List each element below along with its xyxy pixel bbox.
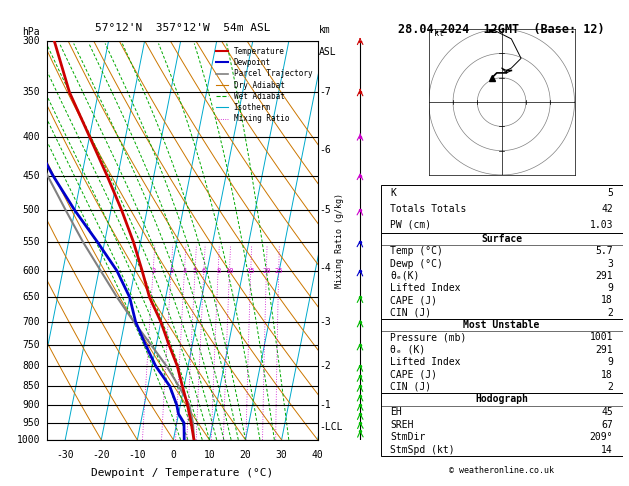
Text: 800: 800 [23,361,40,371]
Text: 900: 900 [23,400,40,410]
Text: CAPE (J): CAPE (J) [390,295,437,305]
Text: EH: EH [390,407,402,417]
Text: Lifted Index: Lifted Index [390,283,460,293]
Text: 45: 45 [601,407,613,417]
Text: Hodograph: Hodograph [475,395,528,404]
Text: 20: 20 [262,268,270,274]
Text: StmSpd (kt): StmSpd (kt) [390,445,455,454]
Text: 850: 850 [23,381,40,391]
Text: -20: -20 [92,450,110,460]
Text: Most Unstable: Most Unstable [464,320,540,330]
Text: 750: 750 [23,340,40,349]
Text: Temp (°C): Temp (°C) [390,246,443,256]
Text: 291: 291 [596,345,613,355]
Text: 350: 350 [23,87,40,97]
Text: 291: 291 [596,271,613,281]
Text: 5.7: 5.7 [596,246,613,256]
Text: 3: 3 [169,268,174,274]
Text: CIN (J): CIN (J) [390,308,431,318]
Text: 2: 2 [607,308,613,318]
Text: -2: -2 [319,361,331,371]
Text: 1.03: 1.03 [589,220,613,230]
Text: ASL: ASL [319,47,337,57]
Text: θₑ (K): θₑ (K) [390,345,425,355]
Text: 25: 25 [274,268,283,274]
Text: 0: 0 [170,450,176,460]
Text: 20: 20 [240,450,252,460]
Text: -10: -10 [128,450,146,460]
Text: -LCL: -LCL [319,422,342,432]
Text: 9: 9 [607,283,613,293]
Text: PW (cm): PW (cm) [390,220,431,230]
Bar [381,233,623,319]
Text: Pressure (mb): Pressure (mb) [390,332,467,343]
Text: 700: 700 [23,317,40,327]
Text: 14: 14 [601,445,613,454]
Text: 6: 6 [202,268,206,274]
Text: 4: 4 [182,268,187,274]
Text: CAPE (J): CAPE (J) [390,369,437,380]
Text: 1000: 1000 [17,435,40,445]
Text: 18: 18 [601,295,613,305]
Text: hPa: hPa [22,27,40,37]
Text: -6: -6 [319,144,331,155]
Text: © weatheronline.co.uk: © weatheronline.co.uk [449,466,554,475]
Text: 42: 42 [601,204,613,214]
Text: 300: 300 [23,36,40,46]
Text: Surface: Surface [481,234,522,244]
Text: 550: 550 [23,237,40,247]
Bar [381,185,623,233]
Text: 600: 600 [23,266,40,276]
Text: CIN (J): CIN (J) [390,382,431,392]
Text: -1: -1 [319,400,331,410]
Text: -4: -4 [319,263,331,273]
Text: Dewpoint / Temperature (°C): Dewpoint / Temperature (°C) [91,468,274,478]
Text: 57°12'N  357°12'W  54m ASL: 57°12'N 357°12'W 54m ASL [94,23,270,34]
Text: 5: 5 [607,188,613,198]
Text: 67: 67 [601,419,613,430]
Text: 5: 5 [193,268,197,274]
Text: 28.04.2024  12GMT  (Base: 12): 28.04.2024 12GMT (Base: 12) [398,23,605,36]
Text: 40: 40 [312,450,323,460]
Text: Dewp (°C): Dewp (°C) [390,259,443,269]
Text: 15: 15 [247,268,255,274]
Text: 10: 10 [204,450,215,460]
Text: Lifted Index: Lifted Index [390,357,460,367]
Text: km: km [319,25,331,35]
Text: 10: 10 [225,268,234,274]
Text: 18: 18 [601,369,613,380]
Text: 8: 8 [216,268,220,274]
Text: 209°: 209° [589,432,613,442]
Text: -7: -7 [319,87,331,97]
Text: 2: 2 [151,268,155,274]
Text: θₑ(K): θₑ(K) [390,271,420,281]
Text: 450: 450 [23,171,40,180]
Text: Mixing Ratio (g/kg): Mixing Ratio (g/kg) [335,193,343,288]
Text: Totals Totals: Totals Totals [390,204,467,214]
Text: 650: 650 [23,292,40,302]
Bar [381,393,623,456]
Text: 9: 9 [607,357,613,367]
Text: 30: 30 [276,450,287,460]
Bar [381,319,623,393]
Text: 400: 400 [23,132,40,141]
Text: 2: 2 [607,382,613,392]
Text: 1001: 1001 [589,332,613,343]
Text: K: K [390,188,396,198]
Text: StmDir: StmDir [390,432,425,442]
Text: 500: 500 [23,206,40,215]
Text: -30: -30 [57,450,74,460]
Text: -5: -5 [319,206,331,215]
Text: 950: 950 [23,418,40,428]
Text: -3: -3 [319,317,331,327]
Text: SREH: SREH [390,419,414,430]
Legend: Temperature, Dewpoint, Parcel Trajectory, Dry Adiabat, Wet Adiabat, Isotherm, Mi: Temperature, Dewpoint, Parcel Trajectory… [214,45,314,125]
Text: 3: 3 [607,259,613,269]
Text: kt: kt [433,30,443,38]
